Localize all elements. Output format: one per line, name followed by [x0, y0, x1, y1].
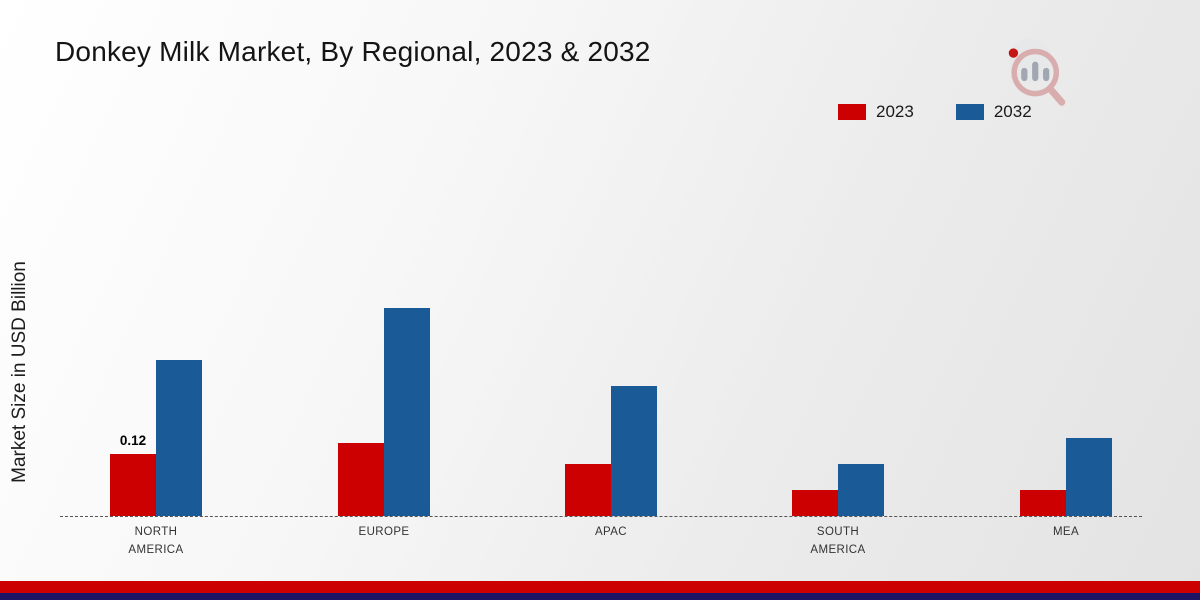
x-tick-label: NORTH AMERICA — [128, 526, 184, 556]
legend-label: 2023 — [876, 102, 914, 121]
legend-label: 2032 — [993, 102, 1032, 121]
bar-2023-north-america — [110, 454, 156, 516]
footer-stripe-red — [0, 581, 1200, 593]
bar-2032-apac — [611, 386, 657, 516]
legend: 2023 2032 — [838, 102, 1032, 122]
x-tick-label: EUROPE — [358, 526, 410, 538]
bar-2023-mea — [1020, 490, 1066, 516]
bar-2023-south-america — [792, 490, 838, 516]
bar-2032-mea — [1066, 438, 1112, 516]
legend-swatch — [838, 104, 866, 120]
legend-item-2032: 2032 — [955, 102, 1032, 122]
bar-2023-europe — [338, 443, 384, 516]
legend-item-2023: 2023 — [838, 102, 914, 122]
bar-2032-south-america — [838, 464, 884, 516]
bar-2032-north-america — [156, 360, 202, 516]
chart-title: Donkey Milk Market, By Regional, 2023 & … — [55, 36, 651, 67]
brand-logo-icon — [1008, 38, 1066, 106]
x-tick-label: MEA — [1052, 526, 1080, 538]
footer-stripe-navy — [0, 593, 1200, 600]
legend-swatch — [955, 104, 984, 120]
bar-2023-apac — [565, 464, 611, 516]
data-label: 0.12 — [119, 433, 147, 448]
x-tick-label: SOUTH AMERICA — [810, 526, 866, 556]
x-tick-label: APAC — [594, 526, 628, 538]
x-axis-baseline — [60, 516, 1142, 517]
bar-2032-europe — [384, 308, 430, 516]
